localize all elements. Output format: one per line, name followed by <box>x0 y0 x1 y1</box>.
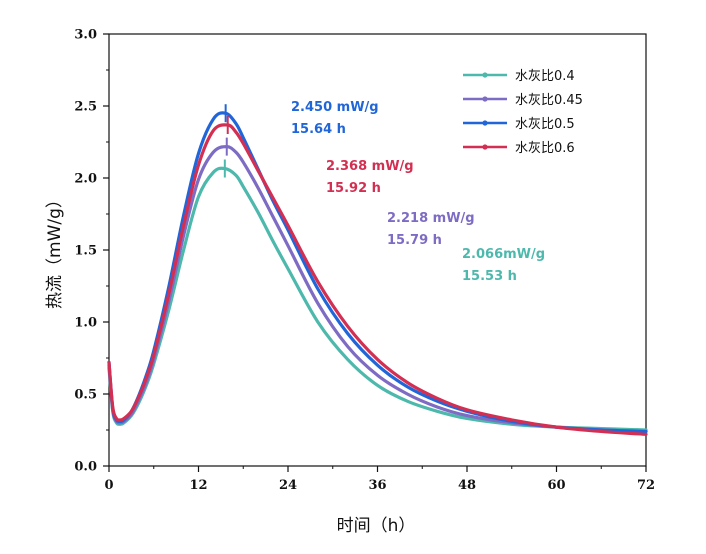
legend-label-1: 水灰比0.45 <box>515 93 583 108</box>
x-tick-label: 36 <box>368 478 386 493</box>
annotation-peak-value-3: 2.066mW/g <box>462 247 545 262</box>
y-tick-label: 2.0 <box>74 172 97 187</box>
y-tick-label: 0.5 <box>74 388 97 403</box>
annotation-peak-time-3: 15.53 h <box>462 269 517 284</box>
legend-label-0: 水灰比0.4 <box>515 69 575 84</box>
x-tick-label: 60 <box>547 478 565 493</box>
x-tick-label: 12 <box>189 478 207 493</box>
annotation-peak-value-0: 2.450 mW/g <box>291 100 379 115</box>
y-tick-label: 2.5 <box>74 100 97 115</box>
x-tick-label: 0 <box>104 478 113 493</box>
legend: 水灰比0.4 水灰比0.45 水灰比0.5 水灰比0.6 <box>463 69 583 156</box>
y-tick-label: 1.5 <box>74 244 97 259</box>
annotations: 2.450 mW/g 15.64 h 2.368 mW/g 15.92 h 2.218 … <box>291 100 545 284</box>
series-layer <box>107 111 648 436</box>
legend-label-2: 水灰比0.5 <box>515 117 575 132</box>
y-tick-label: 1.0 <box>74 316 97 331</box>
legend-marker-2 <box>482 120 488 126</box>
series-line-3 <box>107 123 648 436</box>
legend-marker-3 <box>482 144 488 150</box>
legend-marker-0 <box>482 72 488 78</box>
y-axis-title: 热流（mW/g） <box>45 191 65 309</box>
y-tick-label: 3.0 <box>74 28 97 43</box>
ticks-layer: 0 12 24 36 48 60 72 0.0 0.5 1.0 1.5 2.0 2.5 3.0 <box>74 28 655 494</box>
annotation-peak-time-0: 15.64 h <box>291 122 346 137</box>
legend-marker-1 <box>482 96 488 102</box>
peak-markers <box>223 104 229 178</box>
y-tick-label: 0.0 <box>74 460 97 475</box>
x-tick-label: 24 <box>279 478 297 493</box>
annotation-peak-value-2: 2.218 mW/g <box>387 211 475 226</box>
x-axis-title: 时间（h） <box>337 516 416 536</box>
legend-label-3: 水灰比0.6 <box>515 141 575 156</box>
x-tick-label: 72 <box>637 478 655 493</box>
annotation-peak-time-1: 15.92 h <box>326 181 381 196</box>
annotation-peak-time-2: 15.79 h <box>387 233 442 248</box>
annotation-peak-value-1: 2.368 mW/g <box>326 159 414 174</box>
x-tick-label: 48 <box>458 478 476 493</box>
